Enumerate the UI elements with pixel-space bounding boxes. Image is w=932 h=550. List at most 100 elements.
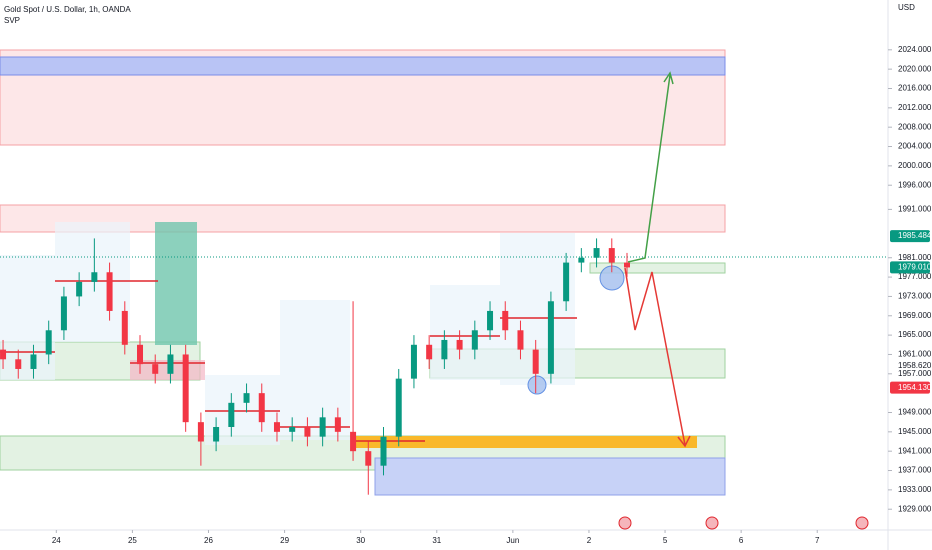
y-tick-label: 1969.000 [898,311,932,320]
candle-body [456,339,463,350]
y-tick-label: 1961.000 [898,350,932,359]
x-tick-label: 7 [815,536,820,545]
drawings [0,49,888,496]
candle-body [243,393,250,403]
candle-body [441,339,448,360]
x-tick-label: 30 [356,536,365,545]
candle-body [350,431,357,452]
candle-body [182,354,189,423]
candle-body [410,344,417,379]
candle-body [15,359,22,369]
candle-body [578,257,585,263]
price-tag [890,230,930,243]
y-tick-label: 1933.000 [898,485,932,494]
candle-body [532,349,539,374]
y-tick-label: 2016.000 [898,84,932,93]
y-tick-label: 1996.000 [898,180,932,189]
event-icon[interactable] [705,516,719,530]
y-tick-label: 1981.000 [898,253,932,262]
x-tick-label: 2 [587,536,592,545]
candle-body [563,262,570,302]
candle-body [91,272,98,282]
candle-body [624,262,631,268]
candle-body [106,272,113,311]
x-tick-label: 31 [432,536,441,545]
price-tag-label: 1979.010 [898,262,932,271]
y-tick-label: 2000.000 [898,161,932,170]
candle-body [593,248,600,258]
candle-body [502,310,509,331]
highlight-circle [527,375,547,395]
candle-body [0,349,7,360]
support-zone [589,262,726,274]
candle-body [365,451,372,466]
indicator-label: SVP [4,16,20,25]
candle-body [334,417,341,432]
candle-body [395,378,402,437]
x-tick-label: 5 [663,536,668,545]
candle-body [547,301,554,374]
candle-body [30,354,37,369]
orange-zone [355,436,697,448]
candle-body [76,281,83,297]
y-tick-label: 1973.000 [898,292,932,301]
y-tick-label: 1949.000 [898,408,932,417]
demand-box [374,457,726,496]
price-tag-label: 1985.484 [898,231,932,240]
candle-body [197,422,204,442]
price-tag-label: 1958.620 [898,361,932,370]
candle-body [517,330,524,350]
candle-body [426,344,433,360]
candle-body [380,436,387,466]
event-icon[interactable] [855,516,869,530]
y-tick-label: 2004.000 [898,142,932,151]
volume-profile-bg [55,222,130,342]
candle-body [213,426,220,442]
candle-body [273,422,280,432]
bear-arrow [624,267,686,446]
price-tag [890,381,930,394]
price-tag [890,261,930,274]
candle-body [152,364,159,374]
candle-body [319,417,326,437]
candle-body [137,344,144,365]
y-tick-label: 1937.000 [898,466,932,475]
candle-body [167,354,174,374]
y-tick-label: 2020.000 [898,64,932,73]
x-tick-label: 6 [739,536,744,545]
candle-body [289,426,296,432]
x-tick-label: 29 [280,536,289,545]
chart-title: Gold Spot / U.S. Dollar, 1h, OANDA [4,5,131,14]
x-tick-label: 25 [128,536,137,545]
y-tick-label: 1945.000 [898,427,932,436]
y-tick-label: 2024.000 [898,45,932,54]
blue-band [0,56,726,76]
candle-body [60,296,67,331]
y-tick-label: 1929.000 [898,504,932,513]
candle-body [608,248,615,263]
position-box [155,222,197,345]
y-tick-label: 1957.000 [898,369,932,378]
candle-body [471,330,478,350]
candle-body [304,426,311,437]
x-tick-label: Jun [506,536,519,545]
price-tag-label: 1954.130 [898,383,932,392]
candle-body [121,310,128,345]
y-tick-label: 1977.000 [898,272,932,281]
y-tick-label: 1941.000 [898,446,932,455]
y-tick-label: 2008.000 [898,122,932,131]
y-tick-label: 1991.000 [898,204,932,213]
candle-body [487,310,494,331]
candle-body [228,402,235,427]
y-tick-label: 1965.000 [898,330,932,339]
event-icons [618,516,869,530]
y-tick-label: 2012.000 [898,103,932,112]
candle-body [258,393,265,423]
volume-profile-bg [0,255,55,380]
event-icon[interactable] [618,516,632,530]
x-tick-label: 26 [204,536,213,545]
arrow-head [663,71,674,85]
candle-body [45,330,52,355]
